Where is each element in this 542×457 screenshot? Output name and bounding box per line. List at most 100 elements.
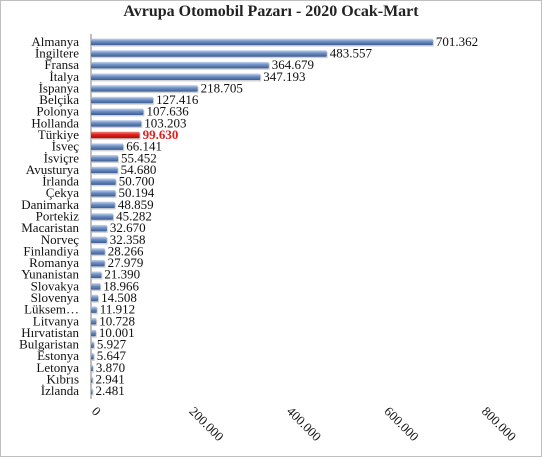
value-label: 5.647 [97,348,127,363]
bar [91,271,102,278]
x-tick-label: 400.000 [284,404,324,444]
bar [91,306,97,313]
bar [91,283,101,290]
value-label: 32.358 [110,232,146,247]
category-label: Avusturya [26,162,79,177]
value-label: 50.194 [118,185,154,200]
bar [91,376,93,383]
bar [91,61,269,69]
chart-title: Avrupa Otomobil Pazarı - 2020 Ocak-Mart [123,3,419,20]
category-label: İtalya [49,69,79,84]
bar [91,50,327,57]
category-label: Danimarka [21,197,79,212]
category-label: Lüksem… [24,302,79,317]
value-label: 2.481 [96,383,125,398]
category-label: Kıbrıs [47,372,80,387]
value-label: 483.557 [330,45,373,60]
value-label: 55.452 [121,150,157,165]
bar [91,120,142,127]
bar [91,38,433,46]
category-label: Portekiz [36,209,80,224]
value-label: 701.362 [436,34,478,49]
category-label: Çekya [46,185,79,200]
x-tick-label: 200.000 [186,404,226,444]
bar [91,73,261,81]
category-label: İsviçre [44,150,80,165]
bar [91,213,114,220]
value-label: 18.966 [103,278,139,293]
value-label: 14.508 [101,290,137,305]
value-label: 54.680 [121,162,157,177]
bar [91,189,116,197]
bar [91,85,198,92]
value-label: 103.203 [144,115,186,130]
value-label: 28.266 [108,243,144,258]
value-label: 48.859 [118,197,154,212]
value-label: 45.282 [116,209,152,224]
x-tick-label: 0 [89,404,104,419]
value-label: 3.870 [96,360,125,375]
value-label: 5.927 [97,337,127,352]
category-label: Slovenya [31,290,80,305]
bar [91,352,94,360]
value-label: 50.700 [119,174,155,189]
bar [91,259,105,267]
bar [91,224,107,232]
category-label: Türkiye [38,127,79,142]
bar-shadow [92,366,94,373]
bar [91,364,93,372]
x-tick-label: 800.000 [479,404,519,444]
category-label: Belçika [39,92,79,107]
category-label: İzlanda [41,383,79,398]
category-label: Hollanda [31,115,79,130]
value-label: 66.141 [126,139,162,154]
category-label: Fransa [44,57,79,72]
value-label: 11.912 [100,302,135,317]
bar [91,143,124,150]
bar [91,236,107,244]
bar [91,248,105,255]
bar [91,318,97,325]
bar [91,96,154,104]
category-label: Litvanya [33,313,79,328]
category-label: İrlanda [42,174,79,189]
category-label: Macaristan [21,220,79,235]
value-label: 32.670 [110,220,146,235]
category-label: İspanya [39,80,80,95]
value-label: 99.630 [143,127,179,142]
category-label: İsveç [52,139,80,154]
value-label: 10.001 [99,325,135,340]
value-label: 364.679 [272,57,314,72]
bar [91,341,94,348]
value-label: 347.193 [263,69,305,84]
bar [91,166,118,174]
category-label: Hırvatistan [21,325,79,340]
bar-highlight [91,131,140,139]
bar [91,294,99,302]
bar [91,387,93,395]
category-label: Romanya [29,255,79,270]
bar [91,155,119,162]
category-label: İngiltere [35,45,79,60]
bar [91,201,115,209]
category-label: Estonya [37,348,79,363]
x-tick-label: 600.000 [381,404,421,444]
category-label: Bulgaristan [19,337,79,352]
value-label: 127.416 [156,92,199,107]
value-label: 107.636 [146,104,189,119]
category-label: Almanya [31,34,79,49]
value-label: 21.390 [104,267,140,282]
category-label: Polonya [36,104,79,119]
value-label: 27.979 [108,255,144,270]
bar-shadow [92,377,94,385]
value-label: 2.941 [96,372,125,387]
bar [91,329,96,337]
bar [91,108,144,115]
bar [91,178,116,185]
category-label: Finlandiya [23,243,79,258]
category-label: Letonya [36,360,79,375]
value-label: 10.728 [99,313,135,328]
category-label: Slovakya [31,278,80,293]
